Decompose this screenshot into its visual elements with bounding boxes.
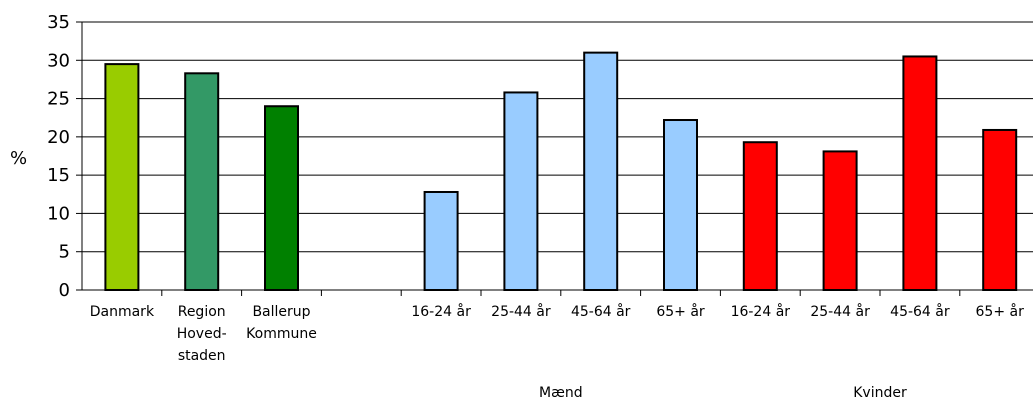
bar	[902, 55, 938, 292]
y-tick-label: 0	[59, 280, 70, 301]
group-labels: Mænd Kvinder	[539, 385, 907, 401]
bar	[503, 91, 539, 292]
y-tick-label: 35	[47, 12, 70, 33]
x-category-label: Hoved-	[177, 326, 227, 342]
x-category-label: Kommune	[246, 326, 317, 342]
y-tick-labels: 0 5 10 15 20 25 30 35	[47, 12, 70, 301]
gridlines	[82, 21, 1033, 253]
bar	[583, 51, 619, 291]
bar	[423, 190, 459, 291]
bar	[982, 128, 1018, 291]
x-category-label: 25-44 år	[491, 303, 551, 320]
bars	[104, 51, 1018, 292]
x-category-label: Danmark	[90, 304, 155, 320]
bar	[822, 150, 858, 291]
x-category-label: 16-24 år	[411, 303, 471, 320]
y-axis-label: %	[10, 148, 27, 169]
x-category-label: 65+ år	[656, 303, 705, 320]
x-category-label: staden	[178, 348, 226, 364]
y-tick-label: 30	[47, 50, 70, 71]
y-tick-label: 20	[47, 127, 70, 148]
x-category-label: 65+ år	[976, 303, 1025, 320]
x-category-label: Region	[178, 304, 226, 320]
x-category-label: Ballerup	[252, 304, 310, 320]
x-category-label: 16-24 år	[731, 303, 791, 320]
x-category-label: 45-64 år	[571, 303, 631, 320]
bar	[184, 72, 220, 291]
y-tick-label: 25	[47, 89, 70, 110]
bar	[264, 105, 299, 291]
group-label: Kvinder	[853, 385, 907, 401]
x-category-label: 45-64 år	[890, 303, 950, 320]
bar	[742, 141, 778, 291]
x-category-label: 25-44 år	[810, 303, 870, 320]
bar	[663, 119, 698, 291]
axes	[76, 21, 1033, 296]
y-tick-label: 5	[59, 242, 70, 263]
bar	[104, 63, 140, 291]
y-tick-label: 15	[47, 165, 70, 186]
x-category-labels: Danmark Region Hoved-staden Ballerup Kommune…	[90, 303, 1024, 364]
y-tick-label: 10	[47, 203, 70, 224]
group-label: Mænd	[539, 385, 583, 401]
